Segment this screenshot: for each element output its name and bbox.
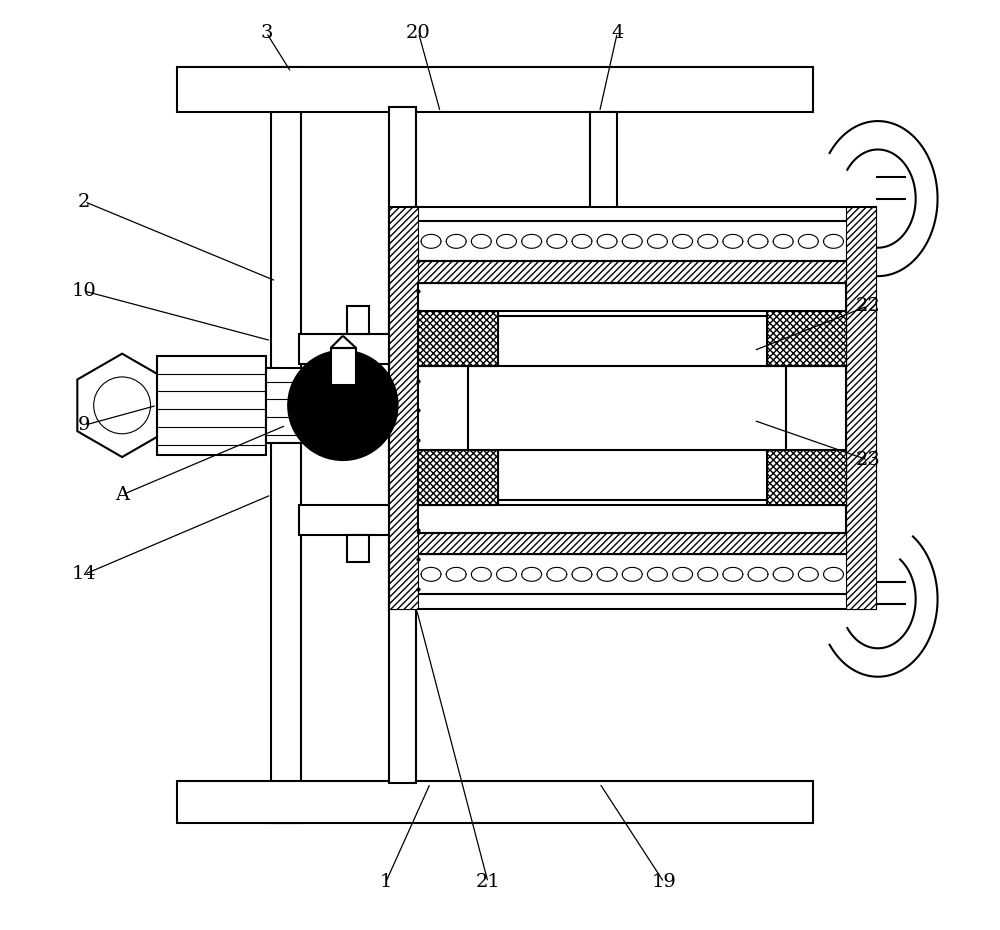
Text: A: A bbox=[115, 485, 129, 504]
Text: 2: 2 bbox=[78, 193, 91, 210]
Text: 19: 19 bbox=[652, 873, 677, 892]
Bar bbox=[266, 367, 321, 443]
Bar bbox=[418, 311, 498, 365]
Bar bbox=[299, 334, 394, 364]
Bar bbox=[767, 450, 846, 505]
Bar bbox=[347, 306, 369, 334]
Bar bbox=[331, 348, 356, 385]
Circle shape bbox=[288, 351, 398, 460]
Bar bbox=[177, 781, 813, 823]
Text: 9: 9 bbox=[78, 417, 91, 434]
Bar bbox=[157, 355, 266, 455]
Text: 22: 22 bbox=[856, 297, 880, 315]
Bar bbox=[177, 67, 813, 113]
Bar bbox=[389, 206, 876, 609]
Bar bbox=[846, 206, 876, 609]
Bar bbox=[590, 113, 617, 370]
Bar bbox=[271, 67, 301, 823]
Text: 23: 23 bbox=[856, 451, 880, 469]
Bar bbox=[468, 316, 786, 499]
Bar bbox=[418, 261, 846, 283]
Text: 14: 14 bbox=[72, 565, 97, 583]
Bar bbox=[389, 206, 418, 609]
Bar bbox=[767, 311, 846, 365]
Text: 10: 10 bbox=[72, 282, 97, 300]
Bar bbox=[347, 535, 369, 563]
Bar bbox=[418, 283, 846, 533]
Bar bbox=[299, 505, 394, 535]
Text: 20: 20 bbox=[406, 23, 431, 42]
Text: 21: 21 bbox=[476, 873, 500, 892]
Text: 1: 1 bbox=[379, 873, 392, 892]
Bar bbox=[418, 533, 846, 554]
Bar bbox=[418, 450, 498, 505]
Bar bbox=[389, 107, 416, 783]
Text: 4: 4 bbox=[611, 23, 624, 42]
Polygon shape bbox=[77, 353, 167, 457]
Text: 3: 3 bbox=[260, 23, 273, 42]
